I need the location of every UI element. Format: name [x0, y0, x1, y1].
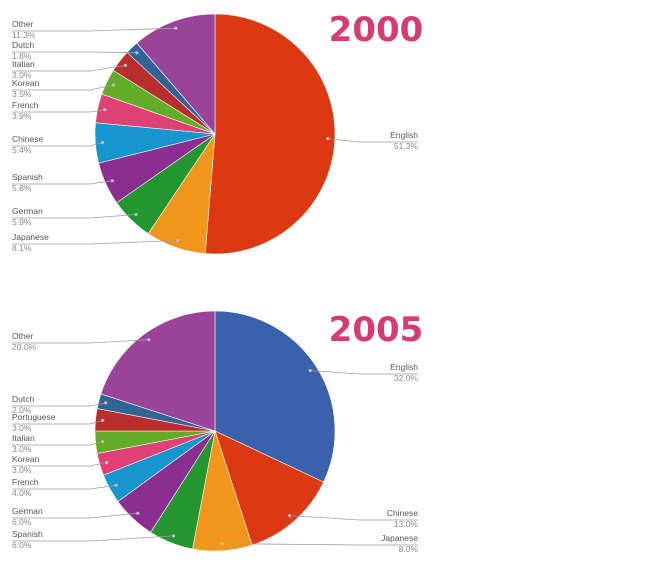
slice-percent-french: 4.0% [12, 488, 32, 498]
leader-dot-spanish [110, 179, 114, 183]
slice-label-english: English [390, 362, 418, 372]
slice-percent-korean: 3.5% [12, 89, 32, 99]
leader-dot-french [114, 483, 118, 487]
leader-line-japanese [12, 240, 178, 245]
slice-percent-korean: 3.0% [12, 465, 32, 475]
leader-dot-chinese [100, 140, 105, 145]
slice-label-french: French [12, 477, 39, 487]
slice-label-dutch: Dutch [12, 40, 34, 50]
leader-dot-german [136, 511, 140, 515]
chart-title-2000: 2000 [329, 10, 424, 50]
slice-label-chinese: Chinese [12, 134, 43, 144]
leader-line-spanish [12, 180, 113, 185]
slice-label-other: Other [12, 19, 33, 29]
leader-line-german [12, 214, 137, 219]
slice-percent-spanish: 5.8% [12, 183, 32, 193]
slice-percent-italian: 3.0% [12, 70, 32, 80]
slice-percent-english: 51.3% [394, 141, 419, 151]
slice-label-spanish: Spanish [12, 529, 43, 539]
slice-label-french: French [12, 100, 39, 110]
leader-dot-italian [123, 63, 127, 67]
leader-line-italian [12, 65, 126, 72]
slice-percent-other: 20.0% [12, 342, 37, 352]
leader-dot-dutch [135, 51, 139, 55]
leader-line-portuguese [12, 420, 103, 425]
slice-label-chinese: Chinese [387, 508, 418, 518]
leader-dot-dutch [104, 401, 108, 405]
leader-dot-spanish [171, 534, 176, 538]
slice-label-english: English [390, 130, 418, 140]
leader-line-spanish [12, 535, 174, 542]
slice-percent-italian: 3.0% [12, 444, 32, 454]
pie-slice-english [204, 13, 336, 255]
leader-dot-chinese [288, 514, 292, 518]
slice-percent-chinese: 13.0% [394, 519, 419, 529]
chart-title-2005: 2005 [329, 310, 424, 350]
leader-line-french [12, 109, 105, 113]
slice-label-spanish: Spanish [12, 172, 43, 182]
leader-dot-french [103, 108, 107, 112]
leader-dot-english [308, 369, 312, 373]
slice-label-other: Other [12, 331, 33, 341]
leader-dot-korean [105, 460, 109, 465]
leader-line-chinese [289, 515, 418, 521]
leader-line-other [12, 339, 149, 344]
slice-percent-english: 32.0% [394, 373, 419, 383]
pie-slice-other [136, 13, 216, 135]
leader-dot-other [147, 338, 151, 342]
slice-label-dutch: Dutch [12, 394, 34, 404]
leader-line-japanese [222, 543, 418, 546]
leader-dot-korean [111, 83, 115, 87]
slice-label-italian: Italian [12, 59, 35, 69]
leader-dot-japanese [220, 542, 224, 546]
leader-line-italian [12, 441, 103, 446]
leader-line-dutch [12, 402, 106, 407]
leader-dot-portuguese [101, 418, 105, 422]
slice-percent-chinese: 5.4% [12, 145, 32, 155]
slice-label-german: German [12, 506, 43, 516]
leader-dot-japanese [176, 238, 180, 243]
slice-percent-dutch: 2.0% [12, 405, 32, 415]
pie-slice-english [214, 310, 336, 483]
slice-label-portuguese: Portuguese [12, 412, 56, 422]
leader-line-english [327, 138, 418, 143]
leader-line-german [12, 512, 138, 519]
slice-percent-german: 5.9% [12, 217, 32, 227]
slice-label-japanese: Japanese [381, 533, 418, 543]
slice-percent-japanese: 8.1% [12, 243, 32, 253]
leader-line-french [12, 484, 117, 490]
slice-percent-spanish: 6.0% [12, 540, 32, 550]
slice-percent-japanese: 8.0% [399, 544, 419, 554]
slice-percent-dutch: 1.8% [12, 51, 32, 61]
slice-label-japanese: Japanese [12, 232, 49, 242]
slice-label-korean: Korean [12, 78, 40, 88]
leader-line-korean [12, 462, 107, 467]
leader-dot-german [134, 212, 138, 217]
slice-percent-german: 6.0% [12, 517, 32, 527]
slice-label-italian: Italian [12, 433, 35, 443]
leader-dot-italian [101, 440, 105, 444]
leader-line-other [12, 27, 176, 32]
pie-slice-other [100, 310, 216, 432]
leader-dot-english [326, 137, 330, 141]
slice-label-german: German [12, 206, 43, 216]
leader-dot-other [174, 26, 178, 30]
slice-percent-other: 11.3% [12, 30, 36, 40]
leader-line-english [310, 370, 418, 375]
slice-percent-portuguese: 3.0% [12, 423, 32, 433]
leader-line-dutch [12, 51, 137, 54]
leader-line-korean [12, 84, 114, 91]
slice-percent-french: 3.9% [12, 111, 32, 121]
slice-label-korean: Korean [12, 454, 40, 464]
leader-line-chinese [12, 142, 103, 147]
